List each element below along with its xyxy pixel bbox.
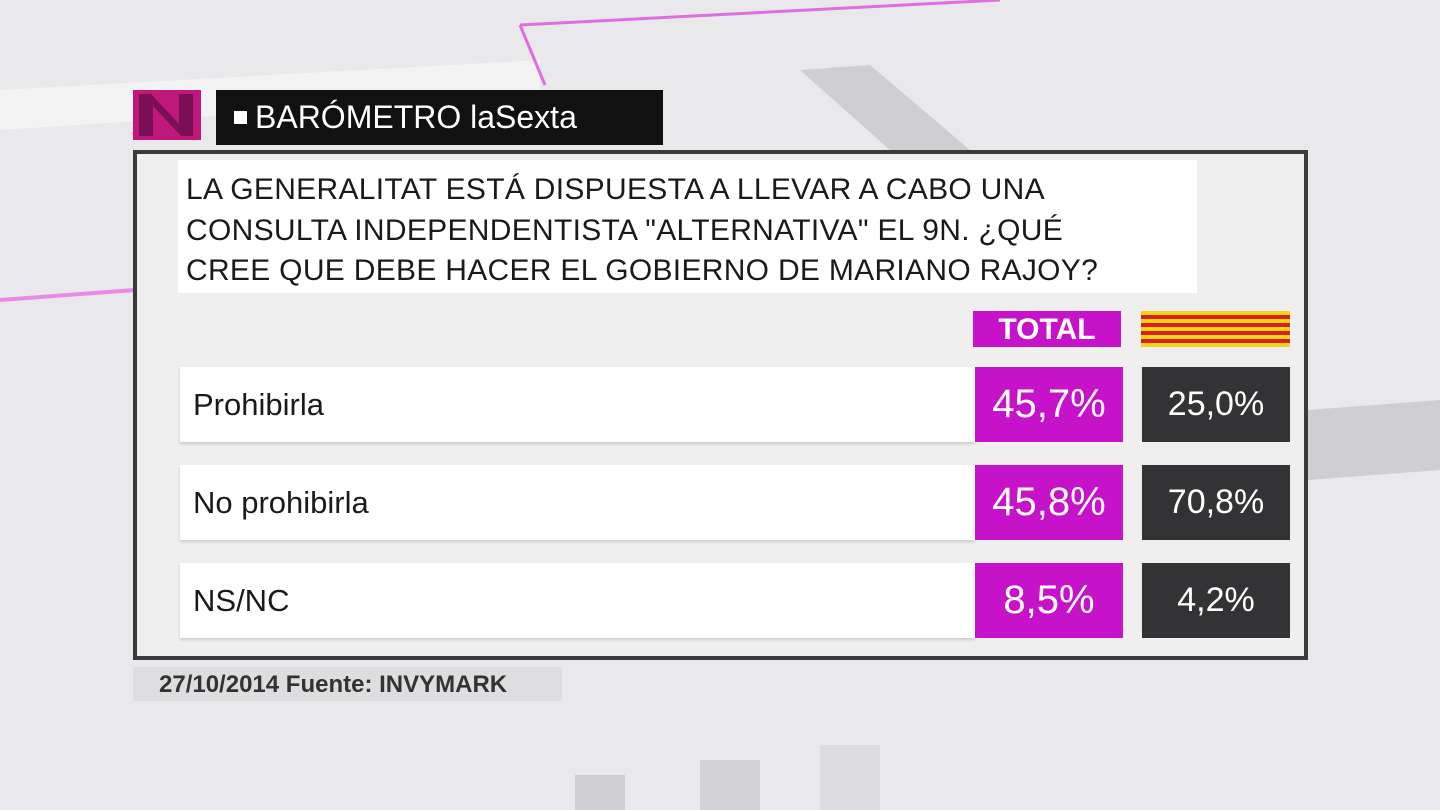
- bg-shape: [800, 65, 970, 150]
- catalonia-value: 70,8%: [1142, 465, 1290, 540]
- bg-line: [0, 288, 136, 302]
- bg-shape: [820, 745, 880, 810]
- bg-shape: [700, 760, 760, 810]
- program-banner: BARÓMETRO laSexta: [216, 90, 663, 145]
- logo-letter: [139, 94, 193, 136]
- row-label: Prohibirla: [180, 367, 975, 442]
- channel-logo: [133, 90, 201, 140]
- banner-title: BARÓMETRO laSexta: [255, 99, 577, 135]
- column-header-total: TOTAL: [973, 311, 1121, 347]
- question: LA GENERALITAT ESTÁ DISPUESTA A LLEVAR A…: [178, 160, 1197, 293]
- bg-shape: [1308, 400, 1440, 480]
- flag-stripe: [1141, 339, 1290, 343]
- question-line: LA GENERALITAT ESTÁ DISPUESTA A LLEVAR A…: [186, 173, 1045, 206]
- bg-line: [518, 24, 547, 86]
- catalonia-flag: [1141, 311, 1290, 347]
- total-value: 8,5%: [975, 563, 1123, 638]
- source-footer: 27/10/2014 Fuente: INVYMARK: [133, 667, 562, 701]
- row-label: No prohibirla: [180, 465, 975, 540]
- flag-stripe: [1141, 331, 1290, 335]
- catalonia-value: 4,2%: [1142, 563, 1290, 638]
- total-value: 45,8%: [975, 465, 1123, 540]
- row-label: NS/NC: [180, 563, 975, 638]
- flag-stripe: [1141, 315, 1290, 319]
- total-value: 45,7%: [975, 367, 1123, 442]
- question-line: CONSULTA INDEPENDENTISTA "ALTERNATIVA" E…: [186, 213, 1064, 247]
- bg-line: [519, 0, 1001, 27]
- catalonia-value: 25,0%: [1142, 367, 1290, 442]
- banner-square: [234, 111, 247, 124]
- bg-shape: [575, 775, 625, 810]
- question-line: CREE QUE DEBE HACER EL GOBIERNO DE MARIA…: [186, 254, 1099, 287]
- flag-stripe: [1141, 323, 1290, 327]
